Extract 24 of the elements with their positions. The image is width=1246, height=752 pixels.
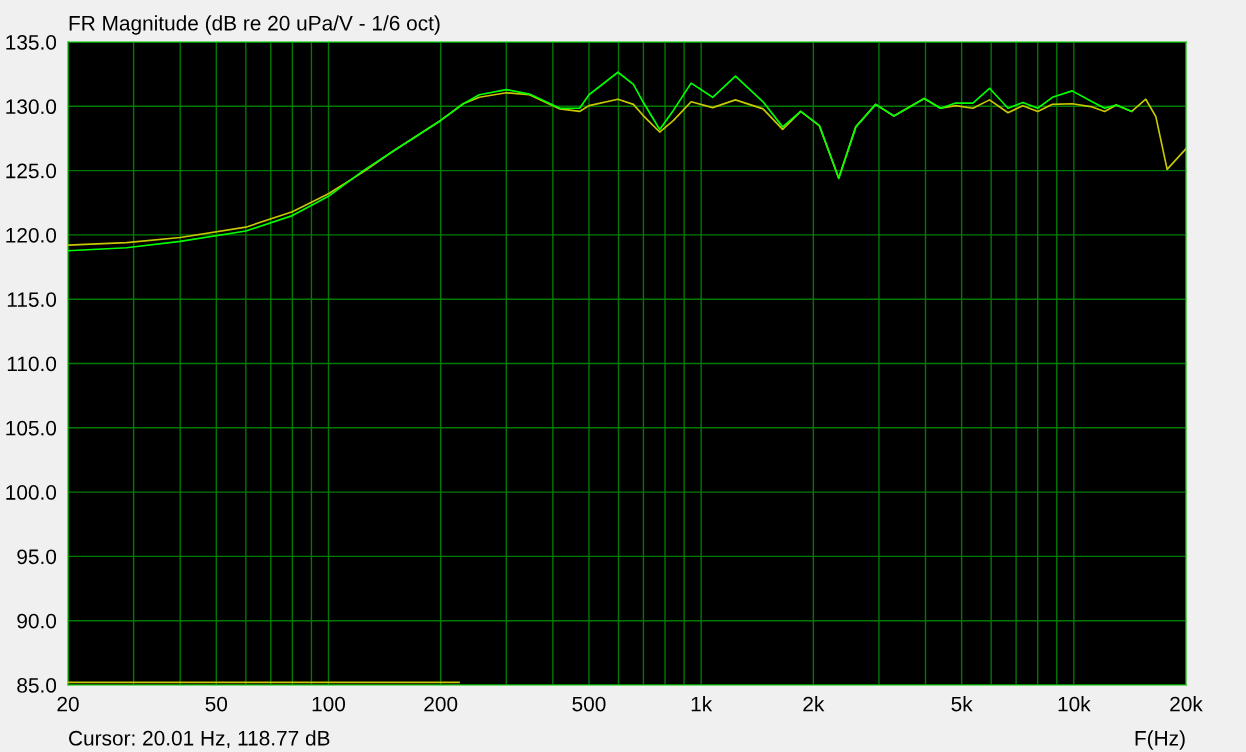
y-tick-label: 85.0 [17, 678, 57, 693]
x-tick-label: 50 [205, 696, 228, 712]
x-tick-label: 20k [1170, 696, 1203, 712]
y-tick-label: 95.0 [17, 549, 57, 565]
x-tick-label: 200 [424, 696, 458, 712]
x-tick-label: 5k [951, 696, 973, 712]
y-tick-label: 120.0 [6, 227, 57, 243]
y-tick-label: 110.0 [7, 356, 57, 372]
y-tick-label: 135.0 [6, 35, 57, 50]
y-tick-label: 115.0 [7, 292, 57, 307]
y-tick-label: 90.0 [17, 613, 57, 629]
x-axis-title: F(Hz) [1135, 730, 1185, 750]
x-tick-label: 20 [57, 696, 79, 712]
text: Cursor: 20.01 Hz, 118.77 dB [69, 730, 330, 749]
chart-title: FR Magnitude (dB re 20 uPa/V - 1/6 oct) [69, 15, 440, 35]
x-tick-label: 100 [312, 696, 346, 712]
x-tick-label: 2k [803, 696, 825, 712]
x-tick-label: 10k [1058, 696, 1091, 712]
x-tick-label: 500 [572, 696, 606, 712]
y-tick-label: 100.0 [6, 485, 57, 500]
y-tick-label: 125.0 [6, 163, 57, 179]
x-tick-label: 1k [691, 696, 713, 712]
y-tick-label: 105.0 [6, 420, 57, 436]
y-tick-label: 130.0 [6, 99, 57, 115]
